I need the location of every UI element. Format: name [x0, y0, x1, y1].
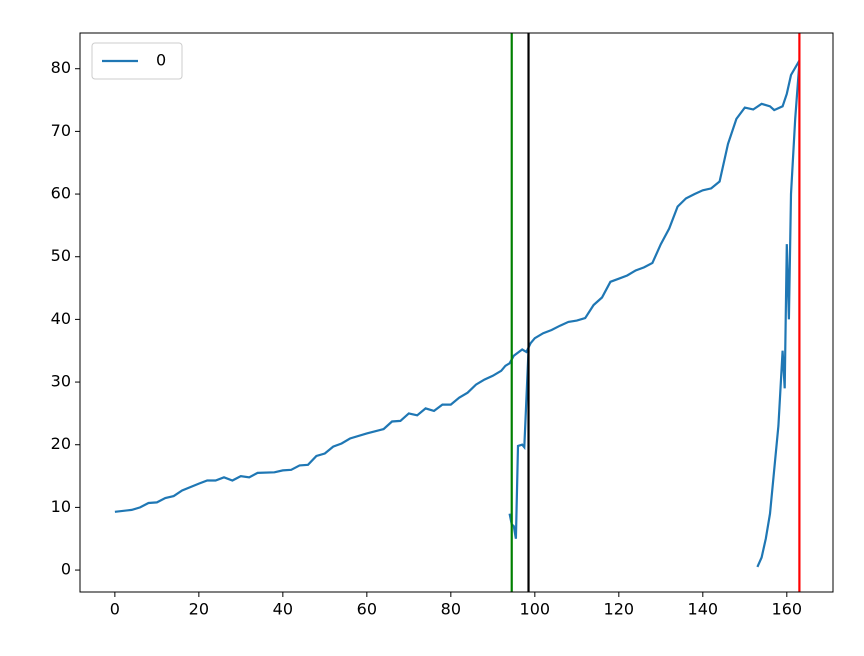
- line: [114, 60, 801, 568]
- y-tick-label: 70: [51, 121, 71, 140]
- x-tick-label: 0: [110, 600, 120, 619]
- x-tick-label: 40: [273, 600, 293, 619]
- x-tick-label: 20: [189, 600, 209, 619]
- x-tick-label: 160: [772, 600, 803, 619]
- legend-label: 0: [156, 51, 166, 70]
- y-tick-label: 50: [51, 246, 71, 265]
- y-tick-label: 0: [61, 560, 71, 579]
- x-tick-label: 60: [357, 600, 377, 619]
- x-tick-label: 140: [688, 600, 719, 619]
- y-tick-label: 10: [51, 497, 71, 516]
- plot-frame: [79, 32, 834, 593]
- y-tick-label: 80: [51, 58, 71, 77]
- y-tick-label: 60: [51, 184, 71, 203]
- x-tick-label: 100: [520, 600, 551, 619]
- x-tick-label: 120: [604, 600, 635, 619]
- y-tick-label: 30: [51, 372, 71, 391]
- x-tick-label: 80: [441, 600, 461, 619]
- y-tick-label: 20: [51, 434, 71, 453]
- y-tick-label: 40: [51, 309, 71, 328]
